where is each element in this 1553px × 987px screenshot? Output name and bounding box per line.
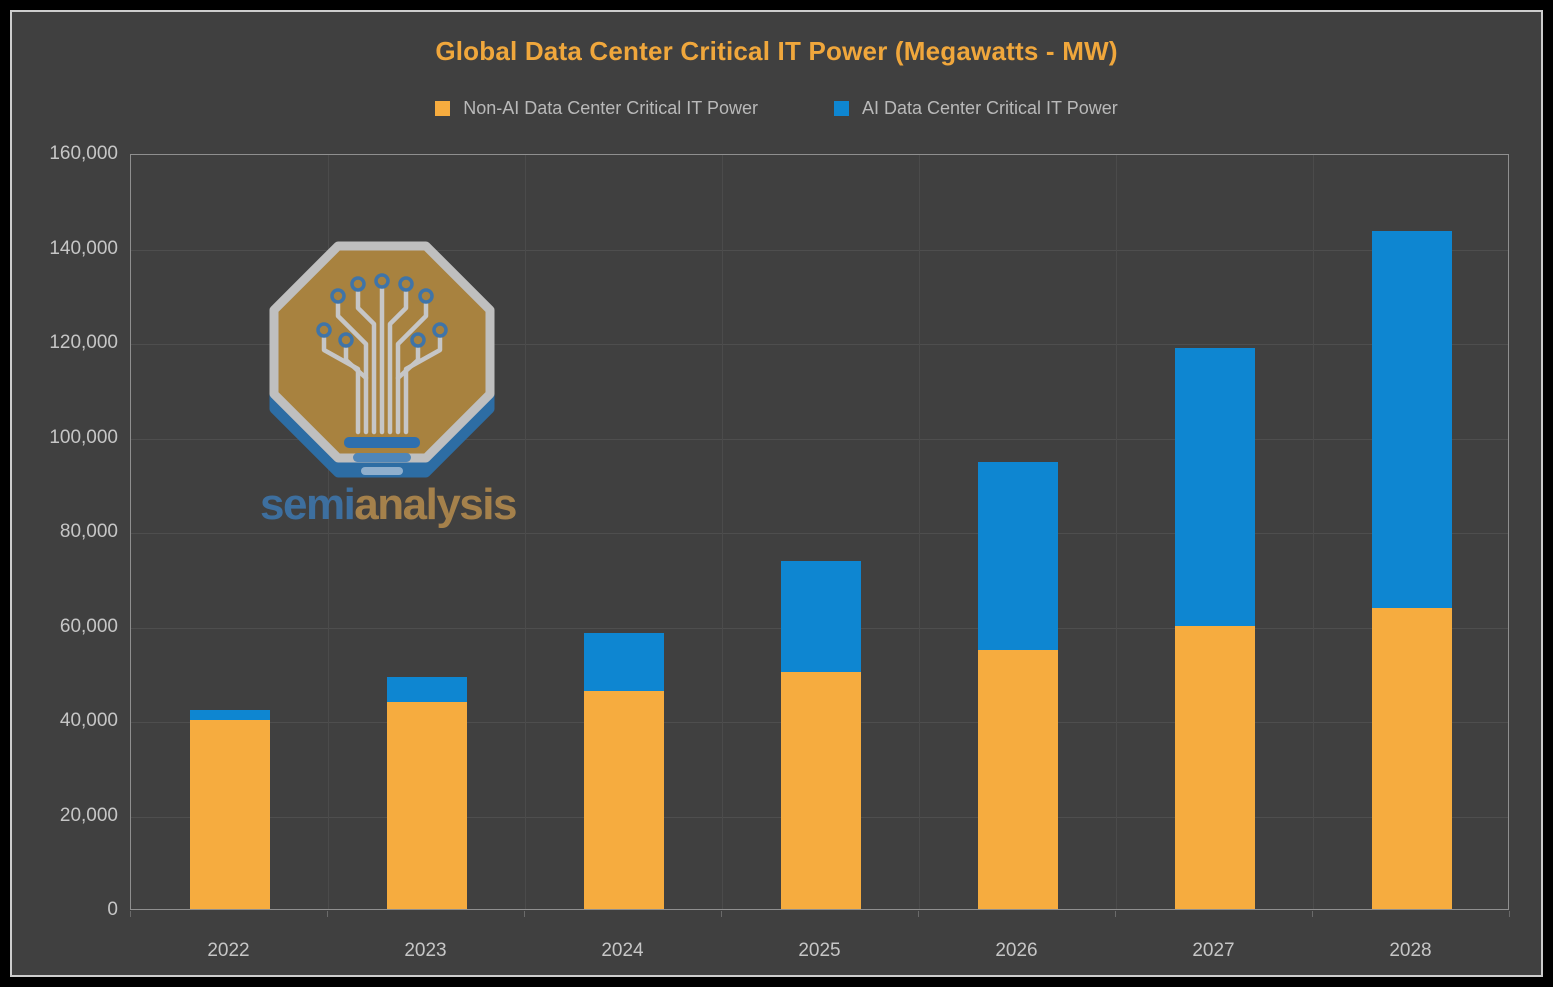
- x-axis-tick-mark: [130, 911, 131, 917]
- bar-segment-ai-2027: [1174, 348, 1255, 626]
- bar-segment-ai-2023: [386, 677, 467, 702]
- bar-segment-ai-2026: [977, 462, 1058, 650]
- chart-title: Global Data Center Critical IT Power (Me…: [435, 36, 1118, 66]
- gridline-horizontal: [131, 249, 1508, 251]
- gridline-vertical: [722, 155, 723, 909]
- legend-swatch-icon: [435, 101, 451, 116]
- legend-swatch-icon: [834, 101, 849, 116]
- y-axis-label: 60,000: [59, 615, 118, 637]
- x-axis-label-2027: 2027: [1192, 940, 1235, 961]
- gridline-horizontal: [131, 533, 1508, 534]
- y-axis-label: 40,000: [59, 710, 118, 731]
- x-axis-label-2025: 2025: [798, 940, 841, 961]
- gridline-vertical: [328, 155, 329, 909]
- bar-segment-non-ai-2028: [1371, 608, 1452, 909]
- y-axis-label: 140,000: [49, 237, 118, 259]
- bar-segment-non-ai-2023: [386, 701, 467, 909]
- bar-2022: [189, 155, 270, 909]
- bar-segment-non-ai-2024: [583, 690, 664, 909]
- legend-label: AI Data Center Critical IT Power: [862, 98, 1118, 118]
- wordmark-analysis: analysis: [354, 480, 517, 529]
- y-axis-label: 80,000: [59, 521, 118, 542]
- gridline-vertical: [1116, 155, 1117, 909]
- y-axis-label: 160,000: [49, 143, 118, 164]
- semianalysis-watermark: semianalysis: [260, 234, 517, 530]
- x-axis-tick-mark: [918, 911, 919, 917]
- wordmark-semi: semi: [260, 480, 356, 529]
- bar-segment-non-ai-2026: [977, 649, 1058, 909]
- x-axis-tick-mark: [1312, 911, 1313, 917]
- x-axis-label-2023: 2023: [404, 940, 447, 961]
- x-axis-tick-mark: [327, 911, 328, 917]
- bar-2026: [977, 155, 1058, 909]
- gridline-horizontal: [131, 344, 1508, 345]
- gridline-horizontal: [131, 438, 1508, 440]
- x-axis-tick-mark: [1509, 911, 1510, 917]
- y-axis-label: 100,000: [49, 426, 118, 448]
- x-axis-label-2024: 2024: [601, 940, 644, 961]
- legend-label: Non-AI Data Center Critical IT Power: [463, 98, 758, 118]
- bar-segment-non-ai-2027: [1174, 625, 1255, 909]
- gridline-vertical: [919, 155, 920, 909]
- y-axis-label: 20,000: [59, 804, 118, 826]
- bar-2025: [780, 155, 861, 909]
- gridline-vertical: [525, 155, 526, 909]
- x-axis-label-2028: 2028: [1389, 940, 1432, 961]
- bar-2028: [1371, 155, 1452, 909]
- legend-item-non-ai: Non-AI Data Center Critical IT Power: [435, 98, 758, 119]
- gridline-vertical: [1313, 155, 1314, 909]
- y-axis-label: 0: [107, 899, 118, 920]
- bar-2027: [1174, 155, 1255, 909]
- x-axis-tick-mark: [1115, 911, 1116, 917]
- chart-panel: Global Data Center Critical IT Power (Me…: [10, 10, 1543, 977]
- bar-segment-ai-2022: [189, 709, 270, 720]
- semianalysis-logo-icon: [269, 241, 495, 478]
- x-axis-label-2026: 2026: [995, 940, 1038, 961]
- bar-2023: [386, 155, 467, 909]
- plot-area: [130, 154, 1509, 910]
- bar-segment-ai-2025: [780, 561, 861, 672]
- legend-item-ai: AI Data Center Critical IT Power: [834, 98, 1118, 119]
- legend: Non-AI Data Center Critical IT Power AI D…: [12, 98, 1541, 119]
- bar-segment-non-ai-2025: [780, 671, 861, 909]
- bar-segment-ai-2024: [583, 632, 664, 691]
- x-axis-label-2022: 2022: [207, 940, 250, 961]
- y-axis-label: 120,000: [49, 332, 118, 353]
- x-axis-tick-mark: [721, 911, 722, 917]
- bar-segment-ai-2028: [1371, 231, 1452, 609]
- x-axis-tick-mark: [524, 911, 525, 917]
- bar-2024: [583, 155, 664, 909]
- semianalysis-wordmark: semianalysis: [260, 480, 517, 530]
- bar-segment-non-ai-2022: [189, 720, 270, 909]
